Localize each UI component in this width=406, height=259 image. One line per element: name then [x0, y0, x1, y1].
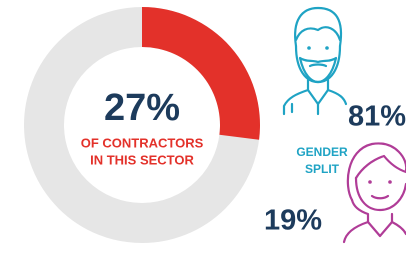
icon-stroke — [356, 178, 406, 210]
icon-stroke — [348, 143, 406, 200]
female-icon — [344, 143, 406, 242]
male-icon — [284, 8, 346, 114]
icon-stroke — [344, 200, 368, 242]
icon-eye — [388, 180, 392, 184]
icon-stroke — [368, 222, 392, 236]
value-label: 19% — [264, 205, 322, 237]
icon-stroke — [300, 58, 336, 82]
infographic: 27% OF CONTRACTORS IN THIS SECTOR 81% 19% GEN… — [0, 0, 406, 259]
icon-stroke — [328, 80, 346, 104]
icon-stroke — [284, 80, 308, 114]
icon-stroke — [392, 214, 406, 234]
icon-stroke — [356, 156, 406, 178]
icon-stroke — [296, 27, 340, 40]
value-label: 27% — [104, 87, 180, 129]
caption: SPLIT — [305, 162, 340, 176]
caption: IN THIS SECTOR — [90, 152, 194, 167]
icon-stroke — [310, 65, 326, 67]
value-label: 81% — [348, 101, 406, 133]
icon-eye — [368, 180, 372, 184]
icon-stroke — [308, 90, 328, 104]
icon-eye — [307, 46, 311, 50]
caption: GENDER — [296, 145, 348, 159]
caption: OF CONTRACTORS — [81, 135, 204, 150]
icon-eye — [325, 46, 329, 50]
icon-stroke — [295, 8, 341, 46]
icon-stroke — [372, 196, 388, 198]
